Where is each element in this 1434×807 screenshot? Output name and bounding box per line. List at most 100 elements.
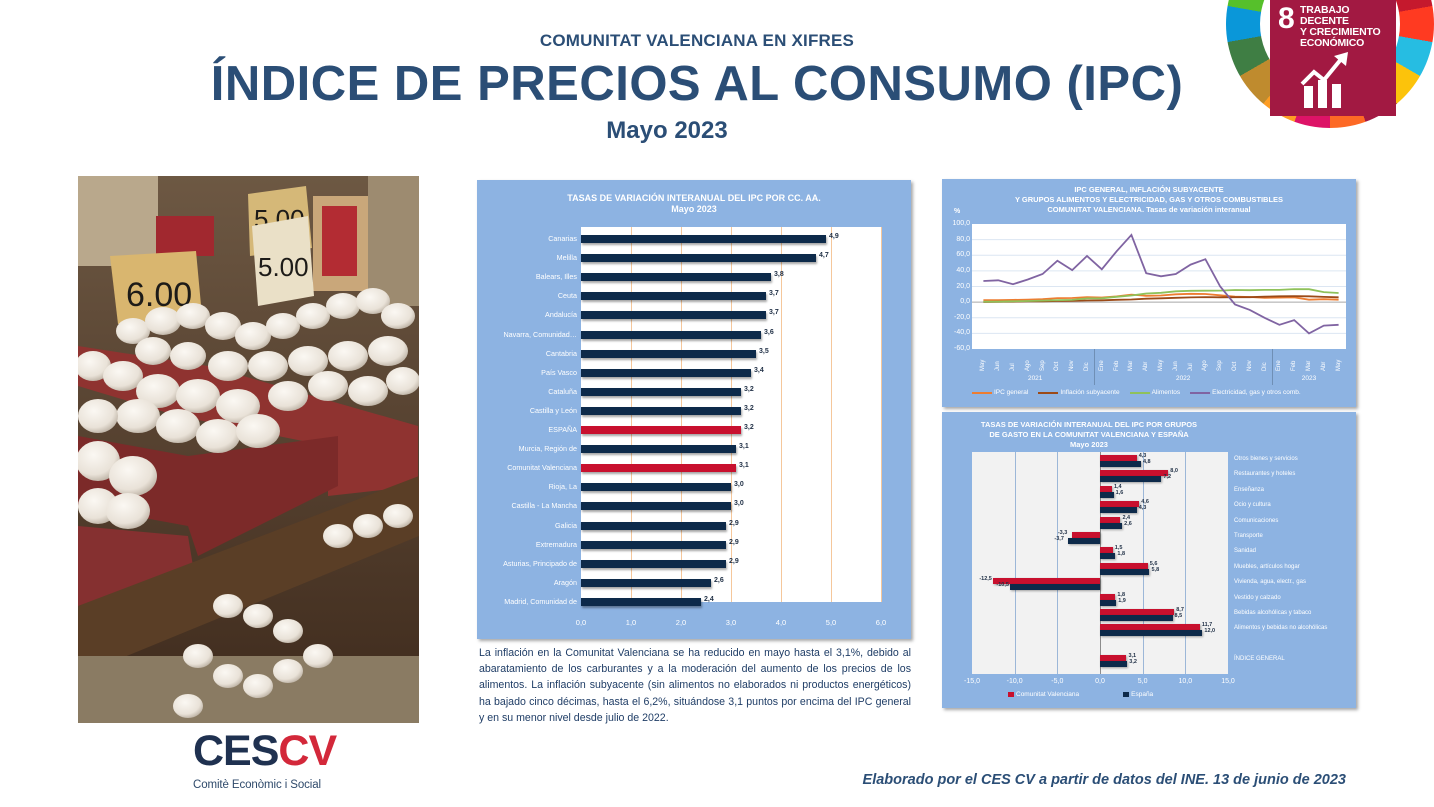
x-tick-label: Abr bbox=[1320, 361, 1327, 371]
sdg-badge: 8 TRABAJO DECENTE Y CRECIMIENTO ECONÓMIC… bbox=[1226, 0, 1434, 132]
year-label: 2021 bbox=[1027, 375, 1043, 382]
series-bar bbox=[1100, 491, 1114, 498]
series-bar bbox=[1100, 476, 1162, 483]
series-line bbox=[983, 292, 1339, 302]
x-tick-label: 10,0 bbox=[1178, 678, 1193, 685]
category-label: Castilla - La Mancha bbox=[511, 501, 577, 511]
x-tick-label: Jun bbox=[995, 361, 1002, 371]
chart-row: Cantabria 3,5 bbox=[477, 345, 911, 364]
bar bbox=[581, 445, 736, 454]
value-label: 1,8 bbox=[1117, 591, 1126, 598]
value-label: -3,3 bbox=[1057, 530, 1068, 536]
value-label: 2,4 bbox=[704, 595, 714, 603]
x-tick-label: Jun bbox=[1172, 361, 1179, 371]
series-bar bbox=[1100, 568, 1150, 575]
category-label: ÍNDICE GENERAL bbox=[1234, 656, 1285, 663]
x-tick-label: 6,0 bbox=[875, 618, 887, 627]
legend-label: España bbox=[1131, 691, 1154, 698]
value-label: 1,9 bbox=[1118, 597, 1126, 604]
value-label: 8,7 bbox=[1176, 607, 1184, 613]
x-tick-label: -10,0 bbox=[1006, 678, 1023, 685]
bar bbox=[581, 406, 741, 415]
chart-title-line1: TASAS DE VARIACIÓN INTERANUAL DEL IPC PO… bbox=[980, 420, 1198, 429]
chart-plot-area: 4,3 4,8 8,0 7,2 1,4 1,6 4,6 4,3 2,4 2,6 -3,3 -3,7 1,… bbox=[972, 452, 1228, 674]
value-label: 4,8 bbox=[1142, 459, 1151, 465]
category-label: Balears, Illes bbox=[535, 272, 577, 282]
logo-subtitle: Comitè Econòmic i Social bbox=[193, 779, 321, 791]
x-tick-label: Ene bbox=[1276, 360, 1283, 371]
x-tick-label: -5,0 bbox=[1051, 678, 1064, 685]
summary-paragraph: La inflación en la Comunitat Valenciana … bbox=[479, 647, 911, 724]
groups-bar-chart: TASAS DE VARIACIÓN INTERANUAL DEL IPC PO… bbox=[942, 412, 1356, 708]
category-label: Castilla y León bbox=[529, 405, 577, 415]
x-tick-label: Oct bbox=[1232, 361, 1238, 371]
chart-row: Rioja, La 3,0 bbox=[477, 478, 911, 497]
x-tick-label: 1,0 bbox=[625, 618, 637, 627]
series-bar bbox=[1100, 461, 1141, 467]
highlighted-bar bbox=[581, 426, 741, 434]
chart-title-line1: TASAS DE VARIACIÓN INTERANUAL DEL IPC PO… bbox=[567, 193, 821, 203]
bar bbox=[581, 502, 731, 511]
category-label: Enseñanza bbox=[1234, 486, 1265, 493]
svg-text:5.00: 5.00 bbox=[258, 252, 309, 282]
bar bbox=[581, 483, 731, 492]
category-label: Muebles, artículos hogar bbox=[1234, 563, 1300, 570]
category-label: Aragón bbox=[553, 577, 577, 587]
value-label: 4,9 bbox=[829, 233, 839, 240]
value-label: 2,9 bbox=[729, 538, 739, 546]
series-bar bbox=[993, 578, 1100, 585]
legend-item: Electricidad, gas y otros comb. bbox=[1190, 389, 1301, 396]
value-label: 4,3 bbox=[1138, 453, 1147, 459]
legend-swatch bbox=[1129, 391, 1150, 394]
value-label: 7,2 bbox=[1163, 474, 1172, 481]
legend-item: Comunitat Valenciana bbox=[1008, 691, 1079, 698]
legend-item: España bbox=[1123, 691, 1153, 698]
x-tick-label: Jul bbox=[1187, 363, 1194, 371]
chart-row: Aragón 2,6 bbox=[477, 574, 911, 593]
value-label: 5,6 bbox=[1149, 560, 1158, 567]
year-divider bbox=[1272, 349, 1273, 385]
x-tick-label: Nov bbox=[1069, 360, 1076, 371]
year-label: 2023 bbox=[1301, 375, 1317, 382]
series-bar bbox=[1100, 624, 1200, 631]
series-bar bbox=[1100, 609, 1175, 615]
x-tick-label: Ago bbox=[1202, 360, 1209, 371]
y-tick-label: -40,0 bbox=[954, 329, 970, 337]
y-tick-label: 40,0 bbox=[956, 266, 970, 274]
ccaa-bar-chart: TASAS DE VARIACIÓN INTERANUAL DEL IPC PO… bbox=[477, 180, 911, 639]
series-bar bbox=[1100, 593, 1116, 600]
value-label: 2,6 bbox=[1124, 520, 1132, 527]
chart-row: País Vasco 3,4 bbox=[477, 364, 911, 383]
category-label: Comunitat Valenciana bbox=[507, 463, 577, 473]
series-bar bbox=[1100, 553, 1116, 560]
category-label: Restaurantes y hoteles bbox=[1234, 471, 1296, 478]
x-tick-label: Mar bbox=[1128, 360, 1135, 371]
x-tick-label: Dic bbox=[1261, 362, 1268, 371]
x-tick-label: Sep bbox=[1217, 360, 1224, 371]
sdg-label-line3: ECONÓMICO bbox=[1300, 37, 1365, 49]
x-tick-label: Jul bbox=[1010, 363, 1016, 371]
legend-item: IPC general bbox=[972, 389, 1028, 396]
category-label: Melilla bbox=[556, 253, 577, 263]
legend-item: Alimentos bbox=[1129, 389, 1180, 396]
value-label: 3,2 bbox=[1129, 659, 1137, 666]
category-label: Ceuta bbox=[557, 291, 577, 301]
value-label: 3,6 bbox=[764, 328, 774, 336]
series-bar bbox=[1100, 455, 1137, 461]
series-bar bbox=[1100, 661, 1128, 668]
bar bbox=[581, 273, 771, 282]
chart-row: Comunitat Valenciana 3,1 bbox=[477, 459, 911, 478]
chart-legend: IPC general Inflación subyacente Alimentos… bbox=[972, 389, 1352, 396]
sdg-number: 8 bbox=[1278, 2, 1295, 35]
legend-swatch bbox=[1038, 391, 1059, 394]
bar bbox=[581, 521, 726, 530]
category-label: ESPAÑA bbox=[548, 425, 577, 434]
page-date: Mayo 2023 bbox=[606, 117, 728, 144]
sdg-label-line1: TRABAJO DECENTE bbox=[1300, 4, 1350, 27]
bar bbox=[581, 292, 766, 301]
category-label: Comunicaciones bbox=[1234, 517, 1279, 524]
category-label: Cantabria bbox=[545, 348, 577, 358]
chart-row: Balears, Illes 3,8 bbox=[477, 268, 911, 287]
value-label: 4,7 bbox=[819, 252, 829, 260]
x-tick-label: 4,0 bbox=[775, 618, 787, 627]
